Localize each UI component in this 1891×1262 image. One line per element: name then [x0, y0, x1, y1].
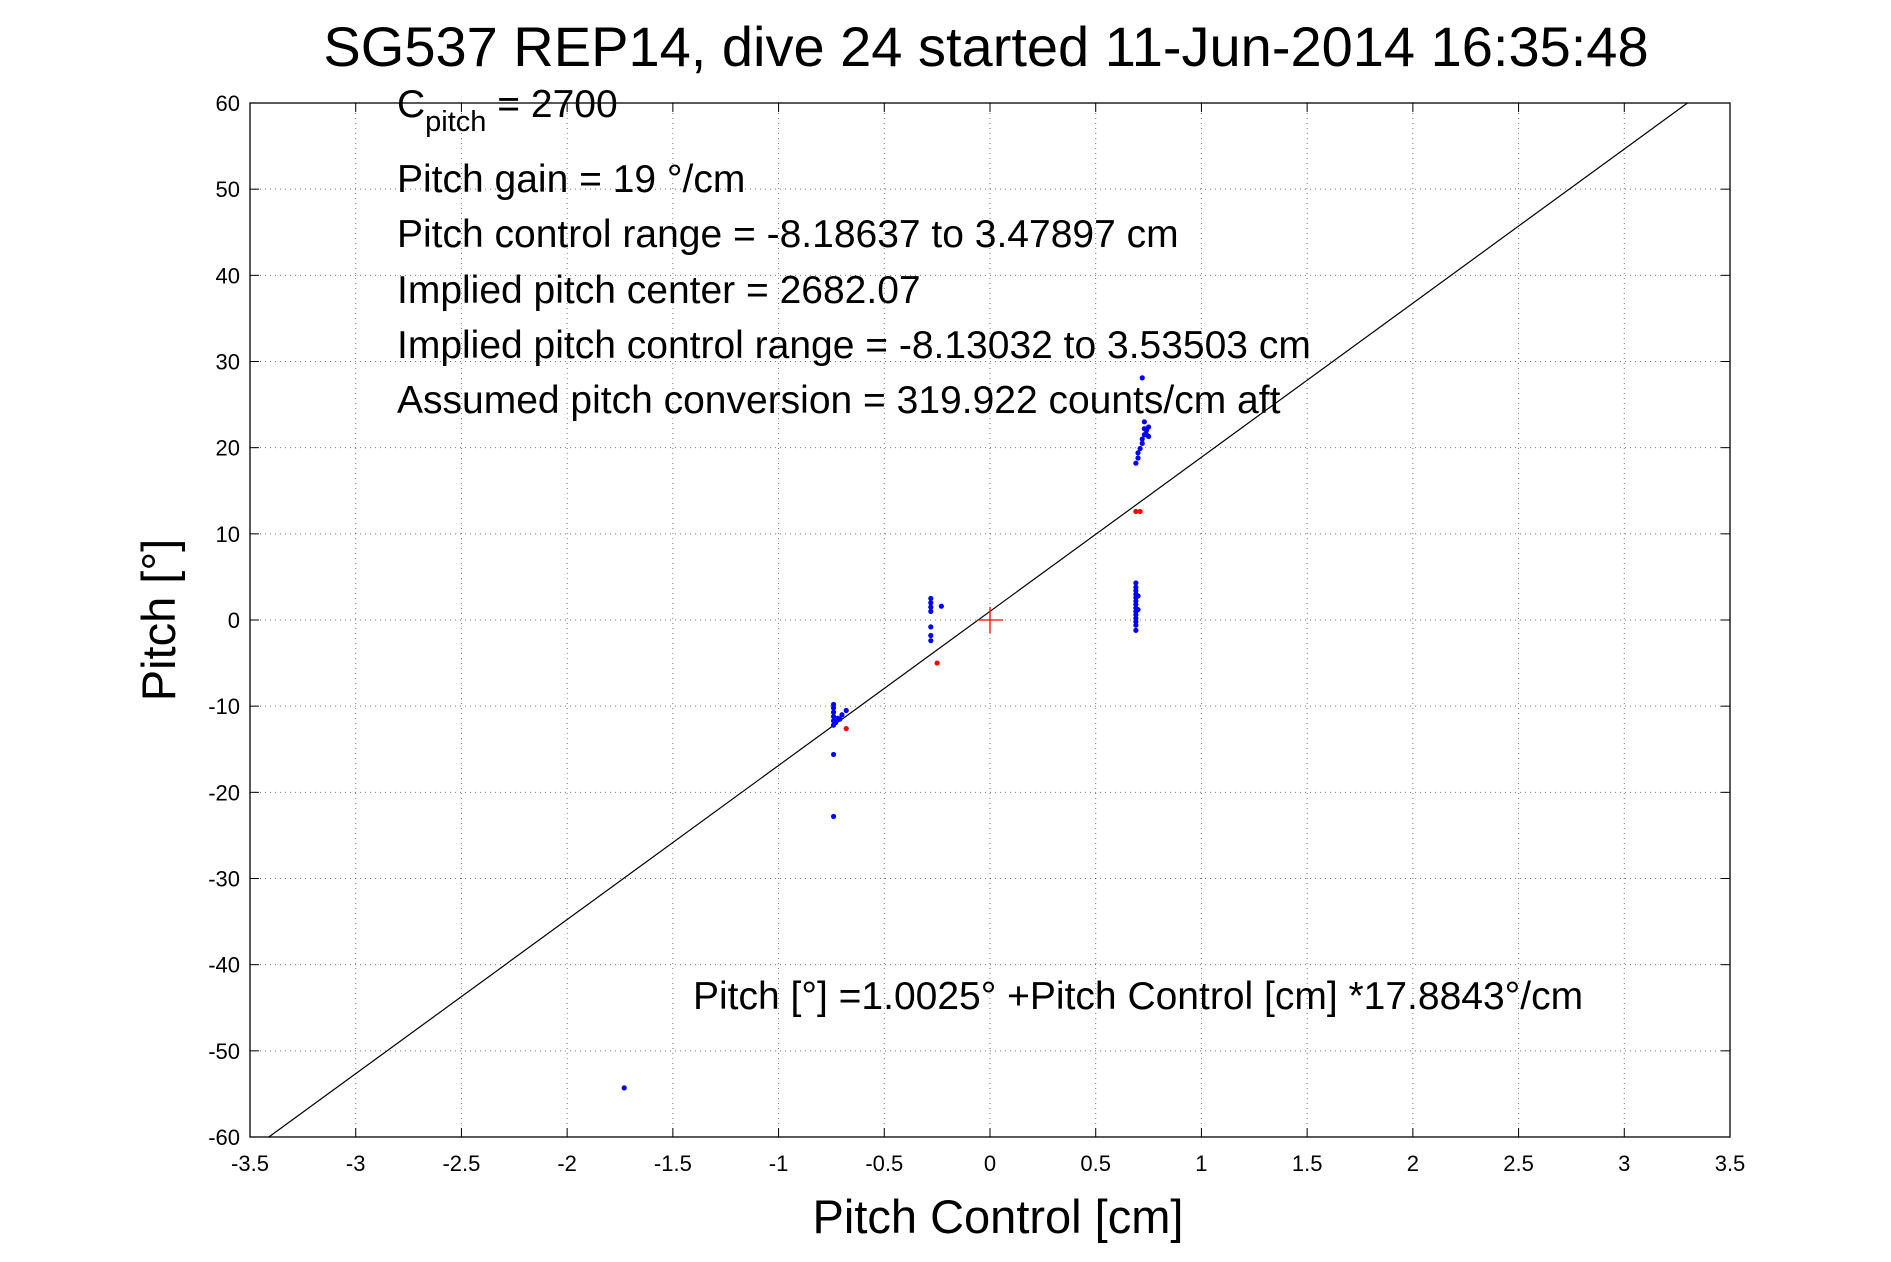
data-point [1137, 445, 1143, 452]
x-tick-label: 2.5 [1503, 1151, 1534, 1176]
y-tick-label: -20 [208, 780, 240, 805]
x-tick-label: -2 [557, 1151, 577, 1176]
data-point [1137, 508, 1143, 515]
data-point [1145, 433, 1152, 440]
y-tick-label: -60 [208, 1125, 240, 1150]
c-pitch-subscript: pitch [425, 106, 486, 138]
data-point [928, 595, 934, 602]
data-point [1135, 607, 1141, 613]
data-point [1139, 440, 1145, 446]
x-tick-label: 1.5 [1292, 1151, 1323, 1176]
x-tick-label: 1 [1195, 1151, 1207, 1176]
data-points [621, 375, 1152, 1091]
data-point [621, 1085, 627, 1091]
data-point [837, 716, 843, 722]
center-marker-layer [977, 607, 1003, 633]
data-point [843, 725, 849, 732]
x-tick-label: -1.5 [654, 1151, 692, 1176]
x-tick-label: 0 [984, 1151, 996, 1176]
data-point [830, 709, 837, 715]
axis-ticks [249, 102, 1731, 1138]
data-point [1135, 450, 1141, 456]
x-tick-label: -0.5 [865, 1151, 903, 1176]
data-point [830, 713, 837, 720]
data-point [843, 707, 849, 714]
x-axis-label: Pitch Control [cm] [813, 1190, 1184, 1243]
data-point [928, 638, 934, 644]
y-tick-label: 0 [228, 608, 240, 633]
pitch-gain-annotation: Pitch gain = 19 °/cm [397, 158, 745, 201]
c-pitch-value: = 2700 [486, 83, 617, 126]
x-tick-label: -1 [769, 1151, 789, 1176]
x-tick-label: 2 [1407, 1151, 1419, 1176]
y-tick-label: 50 [216, 177, 240, 202]
y-tick-label: -10 [208, 694, 240, 719]
data-point [928, 624, 934, 630]
implied-pitch-center-annotation: Implied pitch center = 2682.07 [397, 269, 921, 312]
data-point [934, 660, 940, 666]
data-point [830, 813, 837, 820]
fit-equation-annotation: Pitch [°] =1.0025° +Pitch Control [cm] *… [693, 975, 1583, 1018]
y-tick-label: 60 [216, 91, 240, 116]
data-point [833, 719, 839, 726]
x-tick-label: 3.5 [1715, 1151, 1746, 1176]
y-tick-label: 10 [216, 522, 240, 547]
data-point [1139, 436, 1145, 442]
data-point [839, 712, 845, 718]
implied-pitch-control-range-annotation: Implied pitch control range = -8.13032 t… [397, 324, 1311, 367]
c-pitch-annotation: Cpitch = 2700 [397, 83, 618, 138]
data-point [1133, 627, 1139, 633]
tick-labels: -3.5 -3 -2.5 -2 -1.5 -1 -0.5 0 0.5 1 1.5 2 2.5 3 3.5 -6… [208, 91, 1745, 1176]
y-tick-label: 40 [216, 263, 240, 288]
data-point [938, 603, 944, 609]
x-tick-label: -3.5 [231, 1151, 269, 1176]
data-point [1135, 593, 1141, 599]
data-point [928, 600, 934, 606]
y-tick-label: -40 [208, 953, 240, 978]
data-point [1133, 508, 1139, 515]
data-point [1141, 419, 1147, 425]
y-axis-label: Pitch [°] [132, 539, 185, 701]
x-tick-label: -2.5 [442, 1151, 480, 1176]
y-tick-label: 30 [216, 350, 240, 375]
x-tick-label: -3 [346, 1151, 366, 1176]
x-tick-label: 3 [1618, 1151, 1630, 1176]
data-point [1133, 580, 1139, 586]
data-point [1145, 424, 1152, 430]
data-point [928, 632, 934, 639]
data-point [1133, 622, 1139, 628]
y-tick-label: -50 [208, 1039, 240, 1064]
data-point [1133, 460, 1139, 466]
y-tick-label: -30 [208, 867, 240, 892]
data-point [928, 604, 934, 610]
data-point [928, 608, 934, 614]
assumed-pitch-conversion-annotation: Assumed pitch conversion = 319.922 count… [397, 379, 1281, 422]
data-point [830, 701, 837, 708]
data-point [1135, 455, 1141, 461]
chart-title: SG537 REP14, dive 24 started 11-Jun-2014… [323, 15, 1648, 78]
pitch-control-range-annotation: Pitch control range = -8.18637 to 3.4789… [397, 213, 1179, 256]
c-pitch-base: C [397, 83, 425, 126]
y-tick-label: 20 [216, 436, 240, 461]
data-point [830, 751, 837, 758]
x-tick-label: 0.5 [1080, 1151, 1111, 1176]
data-point [1139, 375, 1145, 381]
